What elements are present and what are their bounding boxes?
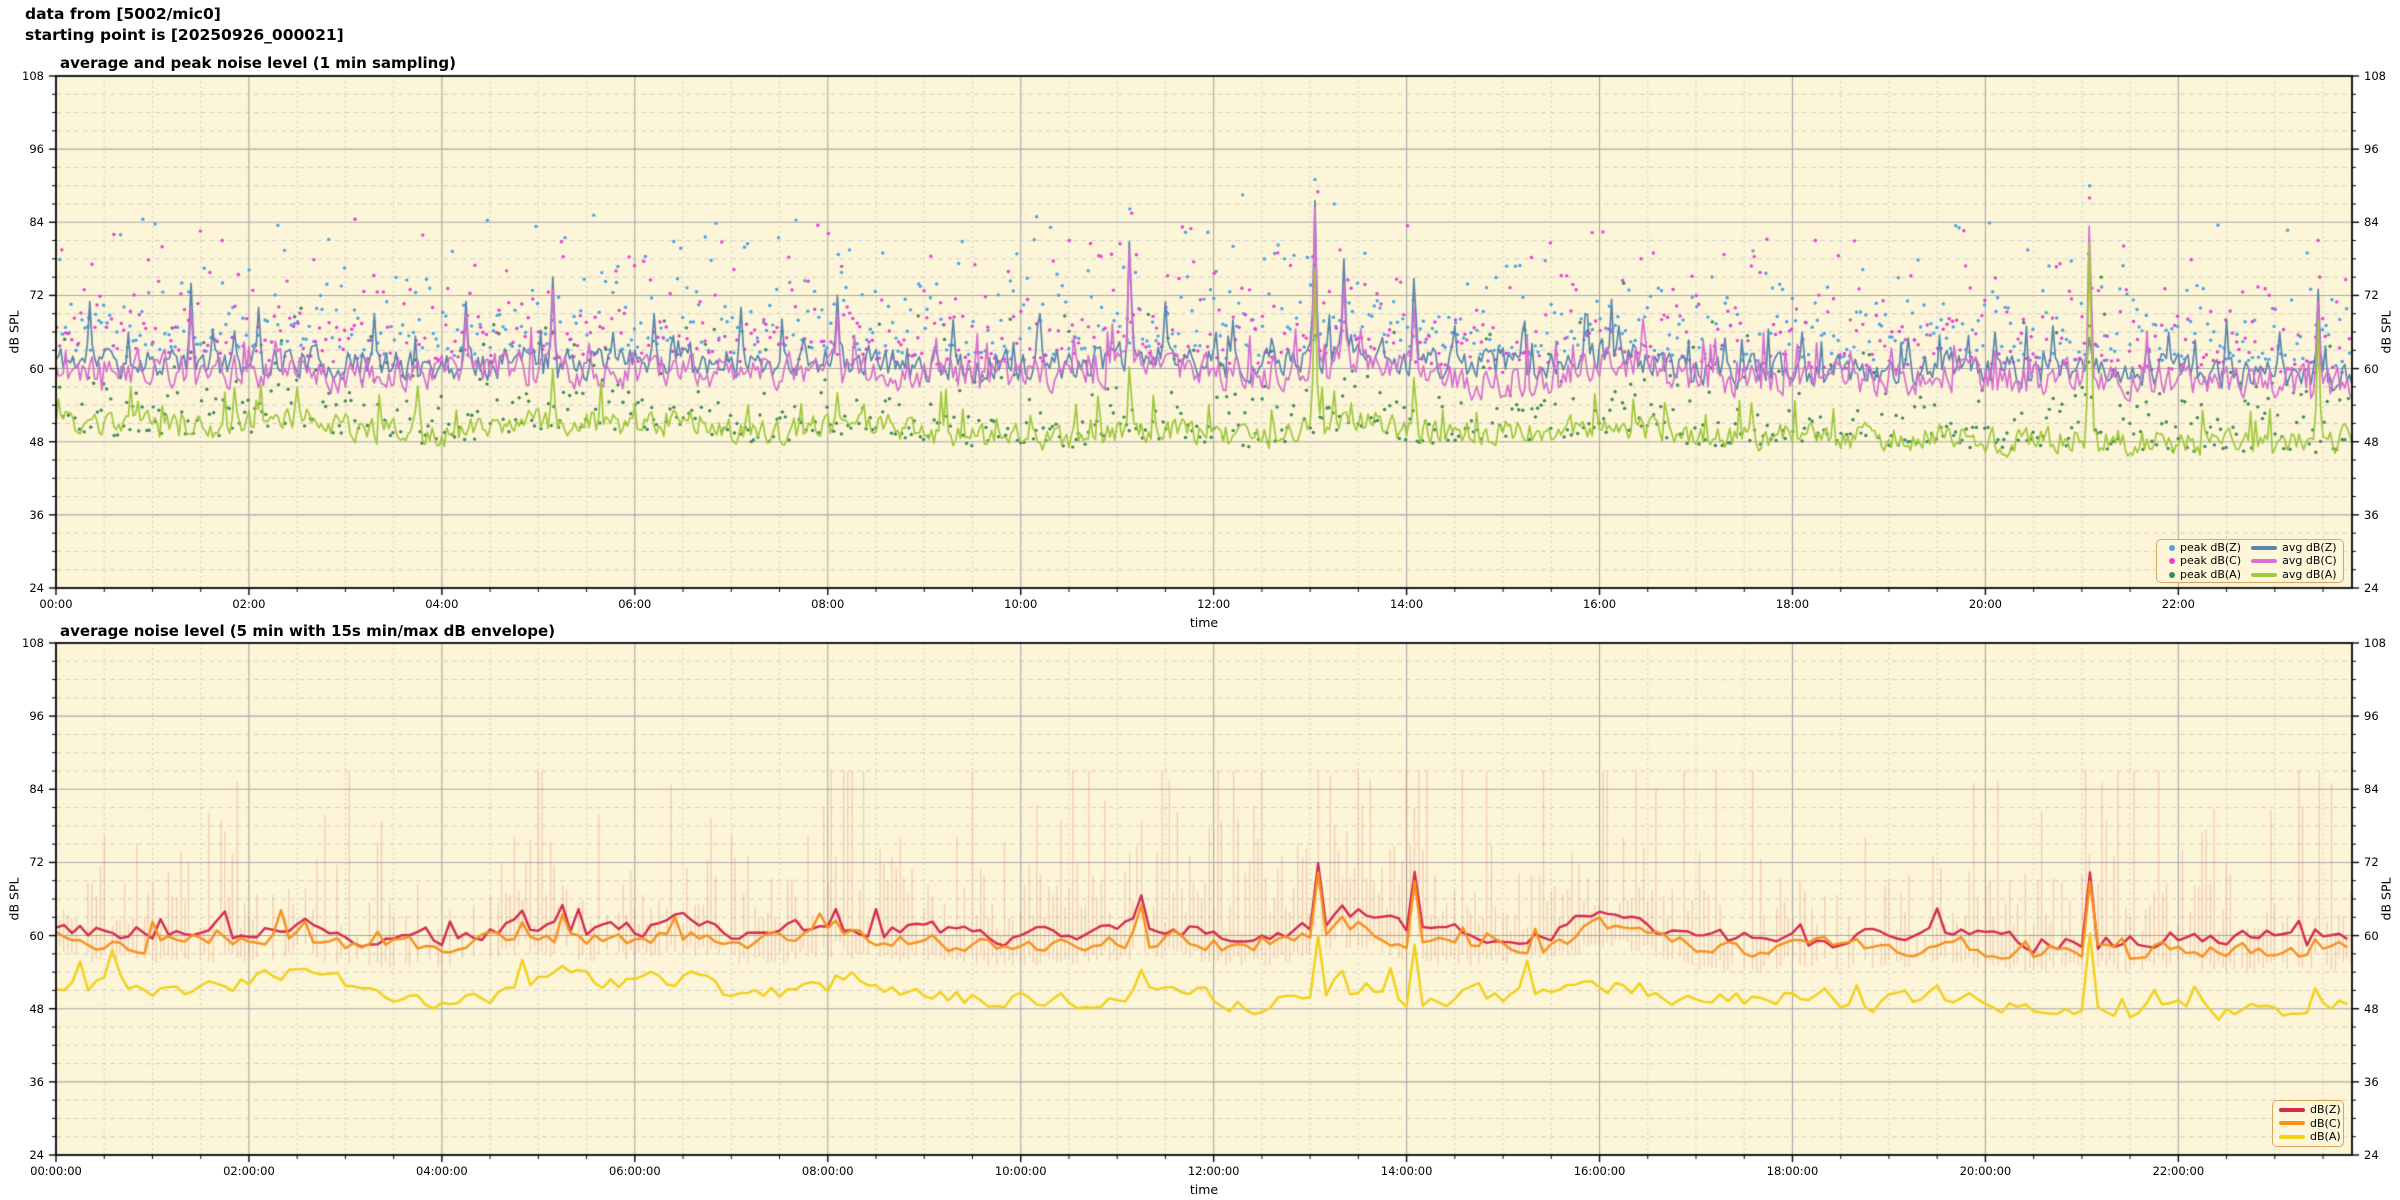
dot-marker-icon xyxy=(2169,558,2175,564)
legend-item: peak dB(A) xyxy=(2163,568,2241,582)
y-tick-label-left: 60 xyxy=(29,928,44,943)
line-marker-icon xyxy=(2251,572,2278,577)
x-tick-label: 18:00 xyxy=(1775,597,1810,611)
top-chart-title: average and peak noise level (1 min samp… xyxy=(60,54,456,72)
top-chart-ylabel-right: dB SPL xyxy=(2378,310,2394,354)
legend-item: avg dB(C) xyxy=(2251,554,2337,568)
y-tick-label-left: 36 xyxy=(29,1074,44,1089)
x-tick-label: 14:00 xyxy=(1390,597,1424,611)
y-tick-label-right: 84 xyxy=(2364,215,2379,230)
x-tick-label: 06:00:00 xyxy=(608,1164,661,1178)
legend-label: peak dB(A) xyxy=(2180,567,2241,581)
y-tick-label-left: 108 xyxy=(22,636,44,650)
header-data-source: data from [5002/mic0] xyxy=(25,5,221,23)
x-tick-label: 12:00 xyxy=(1197,597,1231,611)
legend-item: avg dB(Z) xyxy=(2251,541,2337,555)
y-tick-label-left: 24 xyxy=(29,581,44,595)
x-tick-label: 04:00:00 xyxy=(416,1164,468,1178)
y-tick-label-left: 96 xyxy=(29,142,44,157)
x-tick-label: 22:00:00 xyxy=(2152,1164,2205,1178)
x-tick-label: 02:00:00 xyxy=(223,1164,275,1178)
y-tick-label-right: 72 xyxy=(2364,855,2379,870)
y-tick-label-right: 24 xyxy=(2364,1148,2379,1162)
y-tick-label-right: 72 xyxy=(2364,288,2379,303)
line-marker-icon xyxy=(2251,559,2278,563)
y-tick-label-right: 96 xyxy=(2364,142,2379,157)
x-tick-label: 20:00 xyxy=(1968,597,2002,611)
header-starting-point: starting point is [20250926_000021] xyxy=(25,26,344,44)
bottom-chart-ylabel-right: dB SPL xyxy=(2378,877,2394,921)
y-tick-label-left: 84 xyxy=(29,215,44,230)
x-tick-label: 00:00:00 xyxy=(30,1164,82,1178)
y-tick-label-right: 108 xyxy=(2364,636,2386,650)
y-tick-label-left: 60 xyxy=(29,361,44,376)
legend-item: dB(A) xyxy=(2279,1130,2341,1144)
top-chart-ylabel-left: dB SPL xyxy=(6,310,22,354)
dot-marker-icon xyxy=(2169,544,2175,551)
bottom-chart-title: average noise level (5 min with 15s min/… xyxy=(60,622,556,640)
y-tick-label-left: 72 xyxy=(29,855,44,870)
y-tick-label-right: 36 xyxy=(2364,1074,2379,1089)
y-tick-label-right: 84 xyxy=(2364,782,2379,797)
top-chart-legend: peak dB(Z) peak dB(C) peak dB(A) avg dB(Z) a… xyxy=(2156,539,2344,583)
x-tick-label: 18:00:00 xyxy=(1766,1164,1819,1178)
x-tick-label: 14:00:00 xyxy=(1380,1164,1433,1178)
legend-label: avg dB(Z) xyxy=(2282,540,2337,554)
x-tick-label: 16:00 xyxy=(1582,597,1617,611)
legend-label: dB(A) xyxy=(2310,1130,2341,1144)
y-tick-label-left: 48 xyxy=(29,1001,44,1016)
x-tick-label: 20:00:00 xyxy=(1959,1164,2012,1178)
y-tick-label-left: 72 xyxy=(29,288,44,303)
y-tick-label-right: 60 xyxy=(2364,361,2379,376)
x-tick-label: 00:00 xyxy=(39,597,73,611)
y-tick-label-right: 60 xyxy=(2364,928,2379,943)
y-tick-label-left: 96 xyxy=(29,709,44,724)
line-marker-icon xyxy=(2279,1121,2305,1126)
legend-label: peak dB(Z) xyxy=(2180,540,2242,554)
x-tick-label: 10:00 xyxy=(1004,597,1038,611)
legend-label: avg dB(A) xyxy=(2282,567,2337,581)
y-tick-label-left: 24 xyxy=(29,1148,44,1162)
bottom-chart-ylabel-left: dB SPL xyxy=(6,877,22,921)
x-tick-label: 10:00:00 xyxy=(994,1164,1047,1178)
legend-item: dB(C) xyxy=(2279,1117,2341,1131)
x-tick-label: 06:00 xyxy=(618,597,652,611)
dot-marker-icon xyxy=(2169,571,2175,578)
legend-item: peak dB(Z) xyxy=(2163,541,2241,555)
line-marker-icon xyxy=(2279,1107,2305,1112)
y-tick-label-right: 24 xyxy=(2364,581,2379,595)
legend-label: dB(C) xyxy=(2310,1116,2341,1130)
line-marker-icon xyxy=(2251,545,2278,550)
y-tick-label-right: 48 xyxy=(2364,1001,2379,1016)
bottom-chart-xlabel: time xyxy=(1189,1182,1219,1197)
legend-label: peak dB(C) xyxy=(2180,554,2242,568)
legend-item: avg dB(A) xyxy=(2251,568,2337,582)
line-marker-icon xyxy=(2279,1135,2305,1140)
x-tick-label: 16:00:00 xyxy=(1573,1164,1626,1178)
y-tick-label-right: 96 xyxy=(2364,709,2379,724)
legend-item: dB(Z) xyxy=(2279,1103,2341,1117)
x-tick-label: 08:00:00 xyxy=(801,1164,854,1178)
y-tick-label-right: 36 xyxy=(2364,507,2379,522)
y-tick-label-left: 48 xyxy=(29,434,44,449)
x-tick-label: 04:00 xyxy=(425,597,459,611)
legend-item: peak dB(C) xyxy=(2163,554,2241,568)
bottom-chart-legend: dB(Z) dB(C) dB(A) xyxy=(2272,1100,2344,1147)
y-tick-label-left: 36 xyxy=(29,507,44,522)
legend-label: avg dB(C) xyxy=(2282,554,2337,568)
y-tick-label-left: 108 xyxy=(22,69,44,83)
x-tick-label: 08:00 xyxy=(811,597,845,611)
legend-label: dB(Z) xyxy=(2310,1103,2341,1117)
x-tick-label: 12:00:00 xyxy=(1187,1164,1240,1178)
x-tick-label: 02:00 xyxy=(232,597,266,611)
x-tick-label: 22:00 xyxy=(2161,597,2195,611)
top-chart-xlabel: time xyxy=(1189,615,1219,630)
y-tick-label-left: 84 xyxy=(29,782,44,797)
y-tick-label-right: 48 xyxy=(2364,434,2379,449)
y-tick-label-right: 108 xyxy=(2364,69,2386,83)
